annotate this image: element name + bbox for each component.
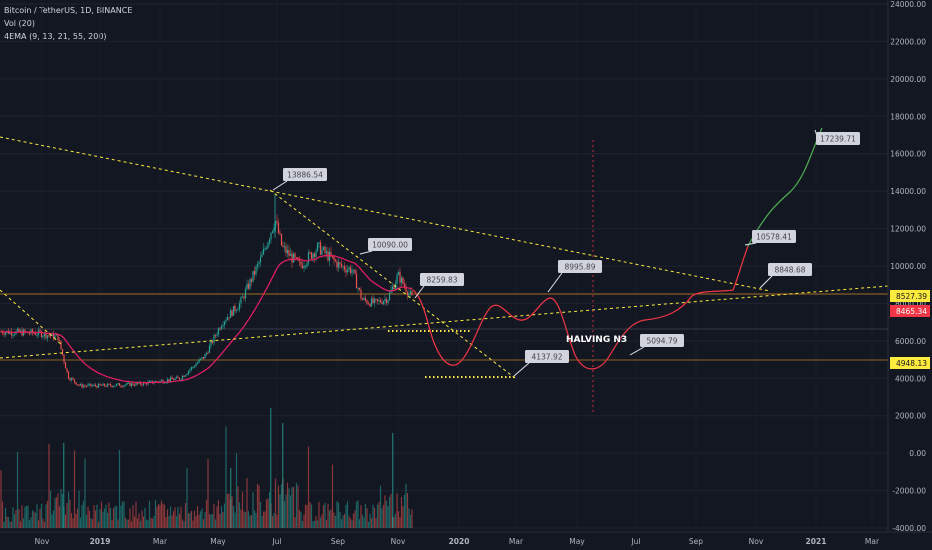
time-axis-tick: Nov <box>35 537 50 546</box>
time-axis-tick: May <box>569 537 585 546</box>
ema-indicator-label[interactable]: 4EMA (9, 13, 21, 55, 200) <box>4 32 107 41</box>
price-axis[interactable]: 24000.00 22000.00 20000.00 18000.00 16000.00… <box>890 0 926 533</box>
price-axis-tick: 18000.00 <box>890 112 926 121</box>
axis-price-marker-text: 4948.13 <box>896 359 927 368</box>
price-callout[interactable]: 10090.00 <box>359 238 412 255</box>
time-axis-tick: Sep <box>331 537 345 546</box>
price-axis-tick: 8000.00 <box>895 299 926 308</box>
price-axis-tick: 14000.00 <box>890 187 926 196</box>
price-callout-text: 17239.71 <box>820 135 856 144</box>
price-axis-tick: 2000.00 <box>895 412 926 421</box>
price-axis-tick: 16000.00 <box>890 150 926 159</box>
price-callout-text: 10578.41 <box>756 233 792 242</box>
grid <box>0 3 888 529</box>
ema-line <box>0 254 413 384</box>
time-axis-tick: Mar <box>865 537 880 546</box>
price-axis-tick: 4000.00 <box>895 374 926 383</box>
price-axis-tick: 20000.00 <box>890 75 926 84</box>
volume-indicator-label[interactable]: Vol (20) <box>4 19 35 28</box>
price-callout[interactable]: 4137.92 <box>513 350 569 377</box>
price-callout-text: 8259.83 <box>426 276 457 285</box>
price-callout-text: 8995.89 <box>564 263 595 272</box>
price-axis-tick: -2000.00 <box>892 487 926 496</box>
projection-path-green <box>747 127 823 247</box>
price-labels: 13886.54 10090.00 8259.83 8995.89 4137.92 509… <box>272 129 860 377</box>
price-callout[interactable]: 8995.89 <box>547 260 602 293</box>
time-axis-tick: Nov <box>749 537 764 546</box>
axis-price-marker-text: 8527.39 <box>896 292 927 301</box>
price-callout-text: 8848.68 <box>774 266 805 275</box>
price-callout-text: 5094.79 <box>646 337 677 346</box>
time-axis-tick: Sep <box>689 537 703 546</box>
price-callout-text: 4137.92 <box>531 353 562 362</box>
price-callout-text: 10090.00 <box>372 241 408 250</box>
time-axis-tick: Mar <box>509 537 524 546</box>
axis-price-markers: 8527.39 8465.34 4948.13 <box>890 290 930 369</box>
time-axis-tick: 2019 <box>90 537 111 546</box>
projection-path-red <box>412 245 749 370</box>
price-callout-text: 13886.54 <box>287 171 323 180</box>
time-axis-tick: May <box>210 537 226 546</box>
price-axis-tick: 0.00 <box>909 449 926 458</box>
candlesticks <box>0 193 413 389</box>
axis-price-marker-text: 8465.34 <box>896 307 927 316</box>
price-callout[interactable]: 10578.41 <box>744 230 796 246</box>
price-callout[interactable]: 8259.83 <box>414 273 464 299</box>
trendlines[interactable] <box>0 136 889 379</box>
halving-annotation: HALVING N3 <box>566 335 627 345</box>
price-axis-tick: 24000.00 <box>890 0 926 9</box>
time-axis-tick: Jul <box>271 537 281 546</box>
price-axis-tick: 6000.00 <box>895 337 926 346</box>
volume-bars <box>0 408 413 528</box>
axis-price-marker: 8465.34 <box>890 305 930 317</box>
time-axis-tick: Nov <box>391 537 406 546</box>
price-callout[interactable]: 5094.79 <box>629 334 684 356</box>
time-axis-tick: 2020 <box>449 537 470 546</box>
price-axis-tick: 22000.00 <box>890 37 926 46</box>
time-axis-tick: Mar <box>153 537 168 546</box>
price-callout[interactable]: 8848.68 <box>759 263 812 289</box>
axis-price-marker: 8527.39 <box>890 290 930 302</box>
time-axis-tick: Jul <box>630 537 640 546</box>
price-callout[interactable]: 17239.71 <box>814 129 860 146</box>
time-axis[interactable]: Nov 2019 Mar May Jul Sep Nov 2020 Mar May Jul Sep No… <box>35 537 880 546</box>
time-axis-tick: 2021 <box>806 537 827 546</box>
axis-price-marker: 4948.13 <box>890 357 930 369</box>
price-axis-tick: -4000.00 <box>892 524 926 533</box>
chart-title: Bitcoin / TetherUS, 1D, BINANCE <box>4 6 133 15</box>
price-axis-tick: 12000.00 <box>890 225 926 234</box>
price-axis-tick: 10000.00 <box>890 262 926 271</box>
price-callout[interactable]: 13886.54 <box>272 168 327 191</box>
